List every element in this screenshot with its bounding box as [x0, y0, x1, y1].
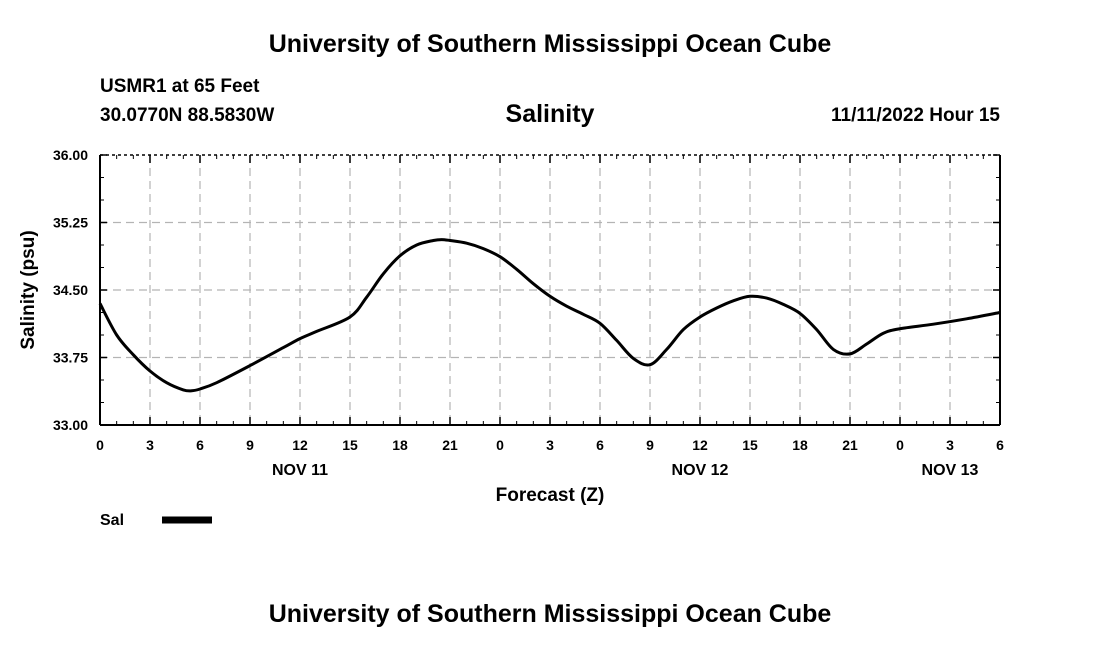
x-tick-label: 6: [996, 437, 1004, 453]
series-line-sal: [98, 238, 1001, 393]
x-tick-label: 9: [246, 437, 254, 453]
x-tick-label: 3: [146, 437, 154, 453]
y-tick-label: 35.25: [53, 215, 88, 231]
x-tick-label: 15: [342, 437, 358, 453]
x-tick-label: 15: [742, 437, 758, 453]
x-tick-label: 12: [292, 437, 308, 453]
x-tick-label: 3: [546, 437, 554, 453]
chart-title: Salinity: [505, 100, 595, 128]
footer-title: University of Southern Mississippi Ocean…: [268, 600, 832, 628]
x-tick-label: 18: [392, 437, 408, 453]
day-label: NOV 12: [672, 462, 729, 479]
day-label: NOV 13: [922, 462, 979, 479]
day-label: NOV 11: [272, 462, 328, 479]
x-tick-label: 12: [692, 437, 708, 453]
x-tick-label: 21: [442, 437, 458, 453]
forecast-timestamp: 11/11/2022 Hour 15: [830, 105, 1000, 126]
x-tick-label: 3: [946, 437, 954, 453]
x-axis-label: Forecast (Z): [496, 485, 605, 506]
y-tick-label: 33.00: [53, 417, 88, 433]
x-tick-label: 6: [596, 437, 604, 453]
x-tick-label: 9: [646, 437, 654, 453]
salinity-chart: 33.00 33.75 34.50 35.25 36.00 0 3 6 9 12 15 18 21 0 3 6…: [18, 147, 1004, 529]
x-tick-label: 0: [96, 437, 104, 453]
x-tick-label: 0: [896, 437, 904, 453]
page-title: University of Southern Mississippi Ocean…: [268, 30, 832, 58]
y-axis-label: Salinity (psu): [18, 230, 39, 349]
coordinates-label: 30.0770N 88.5830W: [100, 105, 275, 126]
station-label: USMR1 at 65 Feet: [100, 76, 260, 97]
y-tick-label: 33.75: [53, 350, 88, 366]
x-tick-label: 0: [496, 437, 504, 453]
x-tick-label: 18: [792, 437, 808, 453]
x-tick-label: 21: [842, 437, 858, 453]
legend-label: Sal: [100, 512, 124, 529]
y-tick-label: 36.00: [53, 147, 88, 163]
x-tick-label: 6: [196, 437, 204, 453]
y-tick-label: 34.50: [53, 282, 88, 298]
